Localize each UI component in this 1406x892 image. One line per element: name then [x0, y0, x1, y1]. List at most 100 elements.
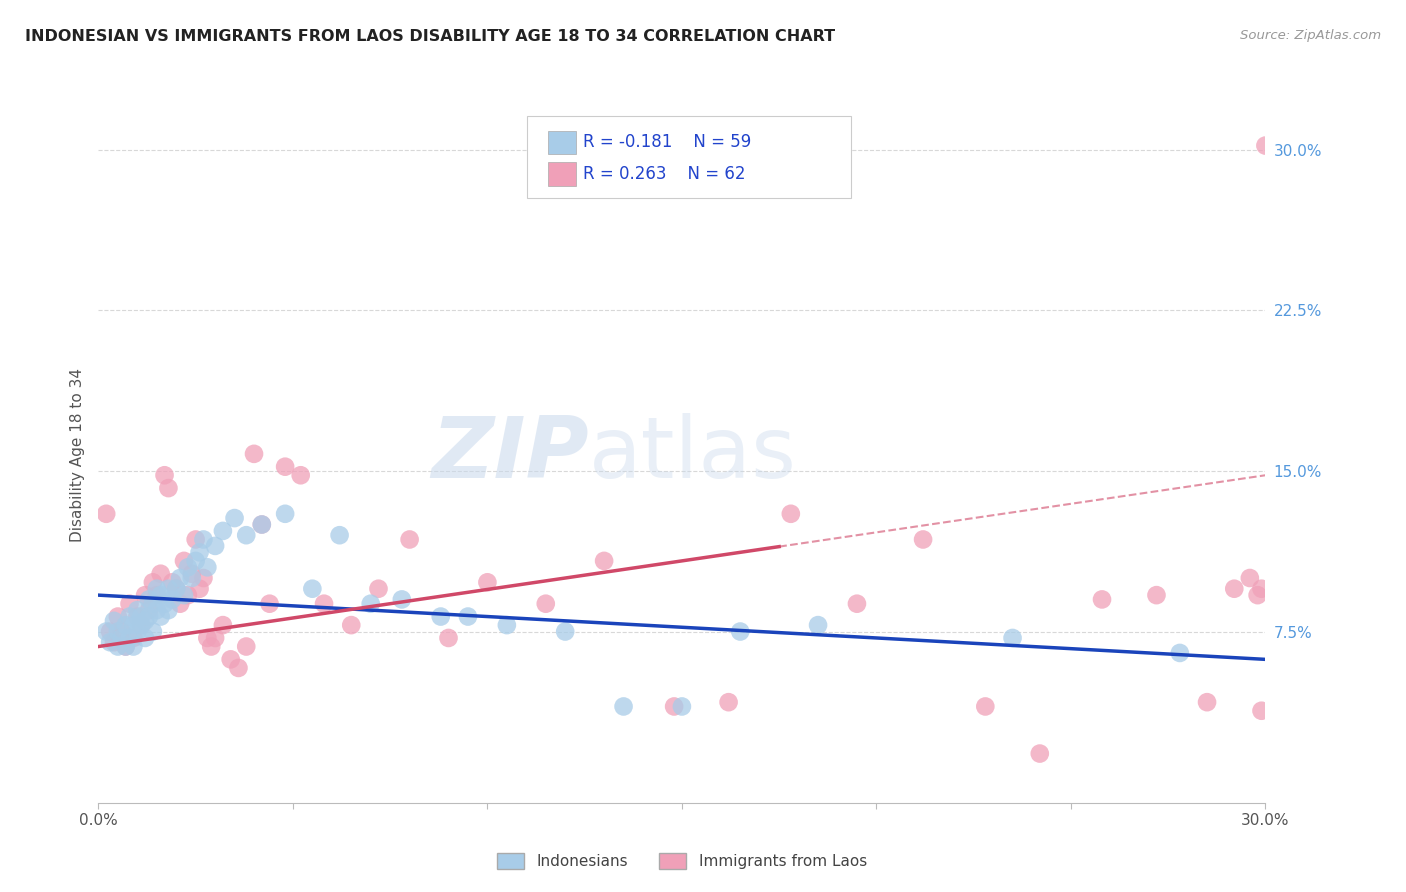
Point — [157, 582, 180, 596]
Point — [534, 597, 557, 611]
Point — [103, 635, 125, 649]
Point — [177, 560, 200, 574]
Point — [259, 597, 281, 611]
Point — [204, 539, 226, 553]
Point — [134, 614, 156, 628]
Point — [1146, 588, 1168, 602]
Point — [184, 554, 207, 568]
Point — [340, 618, 363, 632]
Point — [235, 640, 257, 654]
Point — [437, 631, 460, 645]
Point — [138, 592, 160, 607]
Text: Source: ZipAtlas.com: Source: ZipAtlas.com — [1240, 29, 1381, 42]
Text: ZIP: ZIP — [430, 413, 589, 497]
Point — [730, 624, 752, 639]
Point — [398, 533, 420, 547]
Point — [129, 618, 152, 632]
Point — [212, 524, 235, 538]
Point — [138, 609, 160, 624]
Point — [671, 699, 693, 714]
Point — [717, 695, 740, 709]
Point — [111, 624, 134, 639]
Point — [114, 640, 136, 654]
Point — [224, 511, 246, 525]
Point — [912, 533, 935, 547]
Text: INDONESIAN VS IMMIGRANTS FROM LAOS DISABILITY AGE 18 TO 34 CORRELATION CHART: INDONESIAN VS IMMIGRANTS FROM LAOS DISAB… — [25, 29, 835, 44]
Point — [180, 571, 202, 585]
Point — [96, 624, 118, 639]
Point — [173, 554, 195, 568]
Point — [613, 699, 636, 714]
Point — [142, 624, 165, 639]
Text: R = -0.181    N = 59: R = -0.181 N = 59 — [583, 134, 752, 152]
Point — [111, 631, 134, 645]
Point — [429, 609, 451, 624]
Point — [195, 560, 218, 574]
Point — [477, 575, 499, 590]
Point — [146, 603, 169, 617]
Point — [593, 554, 616, 568]
Point — [146, 588, 169, 602]
Point — [1168, 646, 1191, 660]
Point — [1195, 695, 1218, 709]
Point — [114, 618, 136, 632]
Point — [118, 631, 141, 645]
Point — [228, 661, 250, 675]
Point — [1246, 588, 1268, 602]
Point — [107, 624, 129, 639]
Point — [98, 624, 121, 639]
Point — [662, 699, 685, 714]
Point — [153, 597, 176, 611]
Point — [165, 582, 187, 596]
Point — [974, 699, 997, 714]
Point — [180, 566, 202, 581]
Point — [134, 631, 156, 645]
Point — [1091, 592, 1114, 607]
Point — [204, 631, 226, 645]
Point — [1250, 704, 1272, 718]
Point — [122, 640, 145, 654]
Point — [107, 609, 129, 624]
Point — [138, 603, 160, 617]
Point — [243, 447, 266, 461]
Point — [129, 618, 152, 632]
Point — [274, 507, 297, 521]
Point — [329, 528, 352, 542]
Point — [219, 652, 242, 666]
Point — [169, 597, 191, 611]
Point — [129, 609, 152, 624]
Point — [1001, 631, 1024, 645]
Point — [301, 582, 323, 596]
Point — [779, 507, 801, 521]
Point — [184, 533, 207, 547]
Point — [122, 631, 145, 645]
Point — [134, 588, 156, 602]
Point — [274, 459, 297, 474]
Point — [495, 618, 517, 632]
Point — [107, 640, 129, 654]
Point — [173, 588, 195, 602]
Point — [1239, 571, 1261, 585]
Point — [360, 597, 382, 611]
Point — [391, 592, 413, 607]
Legend: Indonesians, Immigrants from Laos: Indonesians, Immigrants from Laos — [491, 847, 873, 875]
Point — [127, 609, 149, 624]
Point — [807, 618, 830, 632]
Point — [1254, 138, 1277, 153]
Point — [114, 640, 136, 654]
Text: R = 0.263    N = 62: R = 0.263 N = 62 — [583, 165, 747, 183]
Text: atlas: atlas — [589, 413, 797, 497]
Point — [162, 575, 184, 590]
Point — [96, 507, 118, 521]
Point — [162, 592, 184, 607]
Point — [188, 582, 211, 596]
Point — [195, 631, 218, 645]
Point — [98, 635, 121, 649]
Point — [177, 588, 200, 602]
Point — [127, 624, 149, 639]
Point — [193, 571, 215, 585]
Point — [149, 609, 172, 624]
Point — [200, 640, 222, 654]
Point — [1250, 582, 1272, 596]
Point — [554, 624, 576, 639]
